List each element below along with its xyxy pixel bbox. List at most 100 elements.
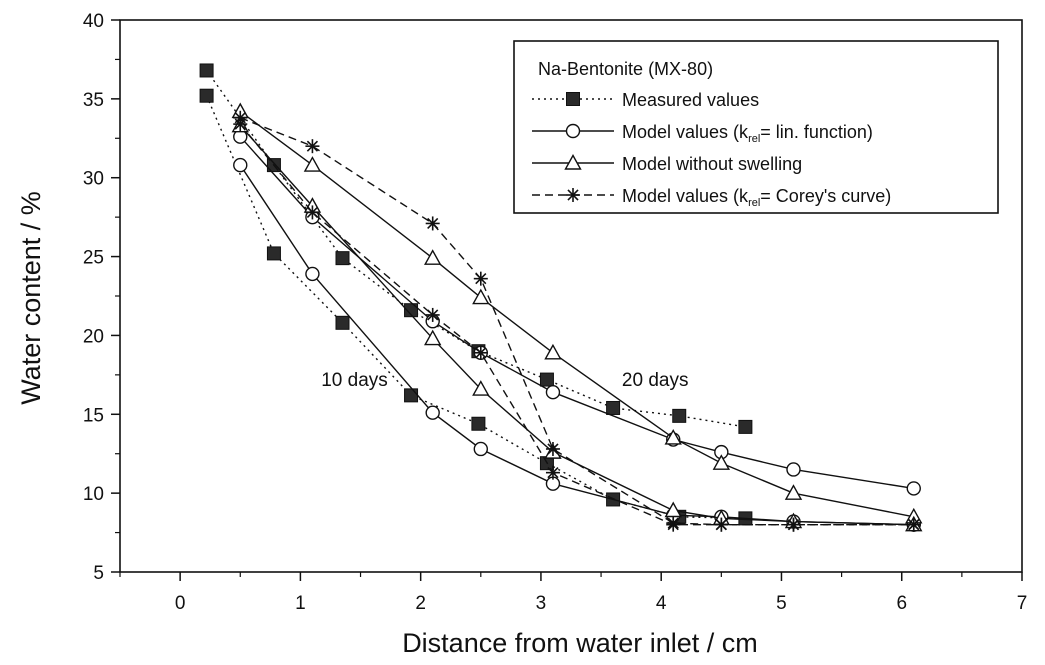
x-tick-label: 3: [536, 593, 547, 614]
open-triangle-marker: [424, 329, 442, 346]
open-triangle-marker: [784, 484, 803, 500]
asterisk-stroke: [234, 118, 246, 130]
legend-label: Model values (krel= lin. function): [622, 122, 873, 145]
asterisk-stroke: [306, 206, 319, 219]
asterisk-stroke: [567, 189, 579, 201]
filled-square-marker: [404, 388, 419, 403]
filled-square-marker: [606, 400, 621, 415]
asterisk-stroke: [427, 217, 439, 230]
circle-shape: [545, 385, 561, 400]
open-triangle-marker: [424, 249, 442, 265]
open-triangle-marker: [664, 429, 682, 445]
legend-label-rest: = lin. function): [760, 122, 873, 142]
legend: Na-Bentonite (MX-80) Measured values Model…: [513, 40, 999, 214]
triangle-shape: [784, 484, 803, 500]
asterisk-marker: [305, 205, 320, 220]
triangle-shape: [472, 288, 490, 305]
legend-label-subscript: rel: [748, 197, 760, 209]
asterisk-stroke: [908, 519, 920, 531]
asterisk-marker: [473, 271, 488, 286]
y-axis-title: Water content / %: [16, 191, 46, 405]
circle-shape: [305, 266, 320, 282]
legend-label-main: Measured values: [622, 90, 759, 110]
annotation-label: 10 days: [321, 370, 388, 391]
legend-entry: Model without swelling: [532, 154, 802, 174]
legend-label-main: Model values (k: [622, 122, 749, 142]
asterisk-stroke: [475, 347, 487, 359]
legend-entry: Model values (krel= lin. function): [532, 122, 873, 145]
filled-square-marker: [335, 315, 350, 330]
filled-square-marker: [199, 88, 214, 103]
asterisk-marker: [906, 517, 921, 532]
square-shape: [404, 388, 419, 403]
square-shape: [566, 92, 580, 106]
triangle-shape: [303, 156, 322, 172]
legend-label: Model values (krel= Corey's curve): [622, 186, 891, 209]
square-shape: [738, 419, 753, 434]
filled-square-marker: [471, 416, 486, 431]
triangle-shape: [544, 343, 562, 360]
x-tick-label: 5: [776, 593, 787, 614]
square-shape: [335, 251, 350, 266]
open-circle-marker: [906, 481, 921, 496]
filled-square-marker: [266, 246, 281, 261]
circle-shape: [906, 481, 921, 496]
asterisk-marker: [566, 188, 580, 202]
x-tick-label: 7: [1017, 593, 1028, 614]
y-tick-label: 10: [83, 484, 104, 505]
square-shape: [266, 246, 281, 261]
circle-shape: [786, 462, 801, 477]
asterisk-stroke: [475, 273, 487, 285]
x-tick-label: 0: [175, 593, 186, 614]
legend-entry: Measured values: [532, 90, 759, 110]
asterisk-marker: [305, 139, 320, 154]
asterisk-marker: [473, 345, 488, 360]
filled-square-marker: [199, 63, 214, 78]
filled-square-marker: [404, 303, 419, 318]
square-shape: [199, 88, 214, 103]
asterisk-marker: [666, 517, 681, 532]
asterisk-stroke: [715, 519, 727, 531]
asterisk-stroke: [306, 140, 319, 152]
y-tick-label: 25: [83, 248, 104, 269]
series-line: [240, 117, 914, 526]
open-triangle-marker: [544, 343, 562, 360]
open-circle-marker: [473, 441, 488, 457]
x-axis-title: Distance from water inlet / cm: [402, 628, 758, 658]
asterisk-marker: [425, 307, 440, 322]
filled-square-marker: [672, 408, 687, 423]
square-shape: [672, 408, 687, 423]
open-circle-marker: [545, 385, 561, 400]
annotation-label: 20 days: [622, 370, 689, 391]
legend-label-main: Model values (k: [622, 186, 749, 206]
legend-label: Measured values: [622, 90, 759, 110]
legend-box: [513, 40, 999, 214]
x-tick-label: 4: [656, 593, 667, 614]
y-axis-ticks: 5 10 15 20 25 30 35 40: [83, 11, 120, 584]
open-triangle-marker: [472, 288, 490, 305]
y-tick-label: 30: [83, 169, 104, 190]
open-triangle-marker: [712, 454, 731, 470]
open-circle-marker: [425, 405, 440, 420]
square-shape: [471, 416, 486, 431]
square-shape: [404, 303, 419, 318]
legend-label: Model without swelling: [622, 154, 802, 174]
filled-square-marker: [738, 419, 753, 434]
square-shape: [606, 400, 621, 415]
open-triangle-marker: [564, 154, 582, 170]
asterisk-stroke: [667, 519, 679, 531]
open-circle-marker: [305, 266, 320, 282]
circle-shape: [473, 441, 488, 457]
circle-shape: [425, 405, 440, 420]
legend-title: Na-Bentonite (MX-80): [538, 59, 713, 79]
filled-square-marker: [335, 251, 350, 266]
triangle-shape: [712, 454, 731, 470]
asterisk-marker: [545, 441, 560, 456]
legend-label-rest: = Corey's curve): [760, 186, 891, 206]
square-shape: [335, 315, 350, 330]
y-tick-label: 5: [93, 563, 104, 584]
y-tick-label: 35: [83, 90, 104, 111]
legend-entry: Model values (krel= Corey's curve): [532, 186, 891, 209]
square-shape: [539, 372, 554, 387]
